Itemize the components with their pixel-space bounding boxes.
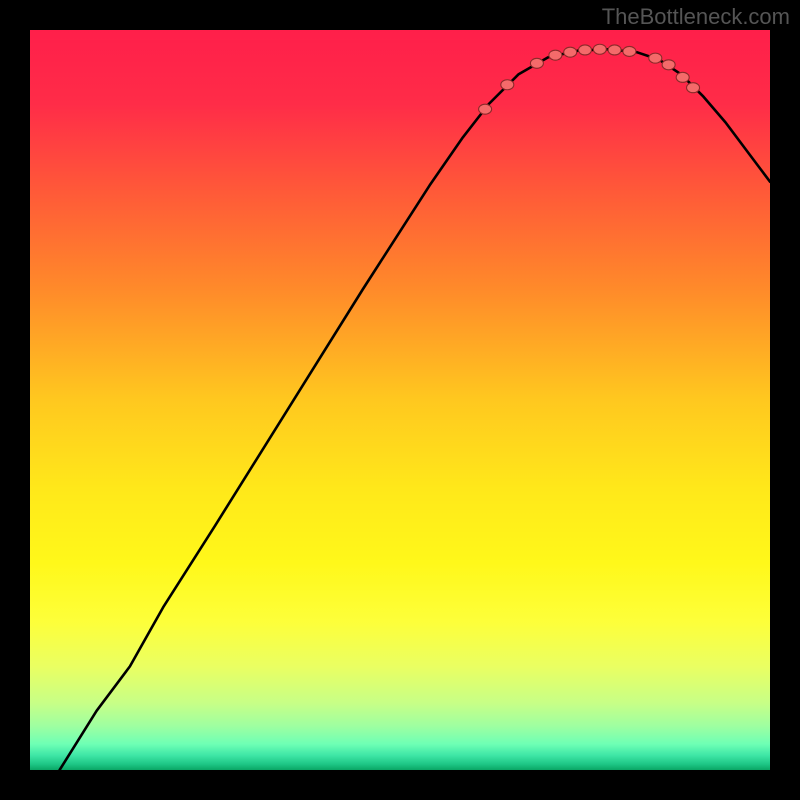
plot-area <box>30 30 770 770</box>
watermark-text: TheBottleneck.com <box>602 4 790 30</box>
gradient-background <box>30 30 770 770</box>
chart-container: TheBottleneck.com <box>0 0 800 800</box>
